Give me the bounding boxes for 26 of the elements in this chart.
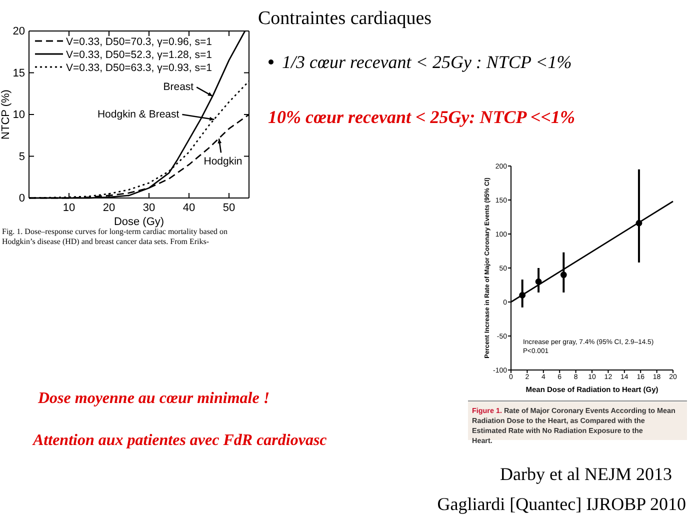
x-tick-label: 30	[142, 202, 156, 214]
annotation: Hodgkin	[204, 156, 242, 168]
legend-label: V=0.33, D50=70.3, γ=0.96, s=1	[66, 36, 212, 48]
legend-label: V=0.33, D50=63.3, γ=0.93, s=1	[66, 62, 212, 74]
annotation: Hodgkin & Breast	[97, 108, 180, 121]
x-tick-label: 10	[62, 202, 76, 214]
text: 1/3 cœur recevant < 25Gy : NTCP <1%	[282, 52, 572, 72]
y-tick-label: 0	[18, 192, 25, 205]
x-tick-label: 50	[222, 202, 236, 214]
y-tick-label: 15	[12, 67, 25, 80]
y-tick-label: 5	[18, 150, 25, 163]
y-axis-title: NTCP (%)	[0, 90, 12, 140]
caption: Fig. 1. Dose–response curves for long-term cardiac mortality based on Hodgkin’s disease (HD) and breast cancer data sets. From Eriks-	[2, 227, 228, 246]
x-axis-title: Dose (Gy)	[114, 216, 164, 228]
legend-label: V=0.33, D50=52.3, γ=1.28, s=1	[66, 49, 212, 61]
y-tick-label: 20	[12, 26, 25, 38]
text: Dose moyenne au cœur minimale !	[37, 390, 270, 407]
text: Contraintes cardiaques	[258, 8, 432, 29]
annotation: Breast	[163, 81, 194, 94]
x-tick-label: 40	[182, 202, 196, 214]
text: 10% cœur recevant < 25Gy: NTCP <<1%	[268, 107, 576, 127]
y-tick-label: 10	[12, 109, 25, 122]
text: Gagliardi [Quantec] IJROBP 2010	[437, 494, 686, 514]
text: Darby et al NEJM 2013	[500, 464, 672, 484]
x-tick-label: 20	[102, 202, 116, 214]
text: Attention aux patientes avec FdR cardiovasc	[32, 432, 327, 449]
